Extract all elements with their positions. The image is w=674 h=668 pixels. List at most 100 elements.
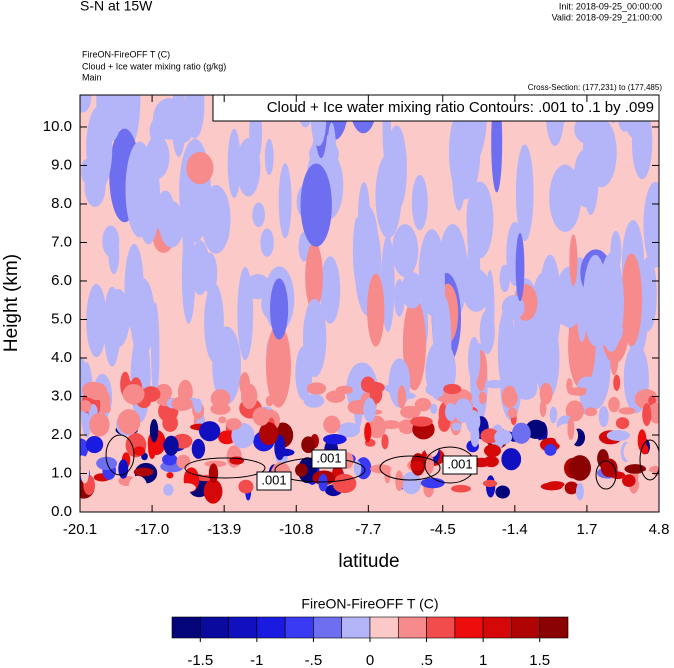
y-tick-label: 7.0 (51, 233, 72, 250)
field-patch (102, 405, 111, 413)
x-tick-label: -7.7 (355, 521, 381, 538)
field-patch (549, 164, 582, 232)
field-patch (579, 482, 596, 491)
field-patch (241, 383, 258, 410)
colorbar-box (171, 616, 201, 639)
field-patch (204, 460, 227, 468)
contour-label-box (256, 471, 292, 491)
y-tick-label: 5.0 (51, 310, 72, 327)
field-patch (618, 407, 636, 415)
field-patch (332, 473, 357, 494)
field-patch (540, 482, 563, 491)
colorbar-label: .5 (420, 652, 433, 668)
field-patch (89, 412, 110, 437)
field-patch (397, 385, 407, 409)
field-patch (544, 444, 557, 456)
field-patch (567, 417, 575, 440)
field-patch (128, 475, 148, 499)
y-tick-label: 4.0 (51, 349, 72, 366)
colorbar-label: -1 (250, 652, 263, 668)
colorbar-box (397, 616, 427, 639)
field-patch (401, 471, 422, 495)
field-patch (337, 422, 361, 438)
field-patch (190, 240, 210, 296)
field-patch (567, 387, 590, 396)
colorbar-box (284, 616, 314, 639)
field-patch (295, 463, 308, 477)
field-patch (394, 279, 405, 317)
x-tick-label: 1.7 (576, 521, 597, 538)
field-patch (584, 407, 598, 417)
field-patch (265, 324, 291, 408)
field-patch (163, 435, 179, 456)
field-patch (527, 328, 538, 378)
field-patch (118, 459, 129, 479)
field-patch (185, 95, 205, 139)
field-patch (85, 435, 104, 454)
field-patch (499, 264, 510, 293)
field-patch (525, 419, 547, 440)
field-patch (585, 387, 594, 403)
cloud-contour (639, 439, 659, 481)
contour-label-box (311, 449, 347, 469)
field-patch (323, 415, 341, 434)
field-patch (564, 481, 579, 495)
y-axis-label: Height (km) (1, 254, 22, 352)
field-patch (212, 326, 242, 405)
field-patch (479, 309, 495, 355)
field-patch (148, 436, 157, 460)
colorbar-box (454, 616, 484, 639)
field-patch (367, 415, 387, 439)
field-patch (554, 423, 579, 448)
field-patch (227, 128, 241, 198)
field-patch (622, 474, 636, 487)
field-patch (323, 434, 347, 445)
field-patch (395, 470, 404, 491)
field-patch (80, 455, 88, 468)
field-patch (155, 190, 175, 237)
field-patch (451, 422, 462, 431)
colorbar-label: 0 (366, 652, 374, 668)
field-patch (149, 418, 159, 443)
field-patch (507, 407, 518, 419)
field-patch (425, 382, 448, 397)
field-patch (410, 416, 433, 427)
contour-label-box (442, 455, 478, 475)
field-patch (535, 316, 560, 400)
field-patch (103, 286, 121, 367)
field-patch (181, 227, 196, 324)
field-patch (386, 125, 407, 212)
field-patch (451, 484, 471, 493)
field-patch (149, 117, 168, 145)
field-patch (238, 479, 254, 494)
field-patch (410, 460, 424, 471)
field-patch (608, 396, 620, 413)
field-patch (176, 454, 191, 469)
colorbar-label: -1.5 (187, 652, 213, 668)
field-patch (483, 444, 501, 458)
field-patch (86, 105, 113, 191)
field-patch (300, 163, 332, 247)
field-line: FireON-FireOFF T (C) (82, 49, 170, 59)
x-tick-label: -10.8 (279, 521, 313, 538)
field-patch (606, 430, 630, 441)
cross-section: Cross-Section: (177,231) to (177,485) (528, 83, 663, 92)
field-patch (448, 104, 481, 200)
field-patch (133, 467, 154, 477)
field-patch (162, 453, 178, 466)
field-patch (598, 252, 624, 352)
field-patch (252, 202, 265, 228)
field-patch (352, 217, 362, 285)
field-patch (320, 256, 341, 324)
field-patch (381, 235, 395, 332)
field-patch (424, 435, 440, 458)
x-tick-label: -17.0 (135, 521, 169, 538)
field-patch (186, 151, 214, 185)
field-patch (171, 396, 193, 411)
field-patch (272, 374, 281, 391)
field-line: Cloud + Ice water mixing ratio (g/kg) (82, 61, 226, 71)
field-patch (362, 381, 385, 394)
field-patch (600, 458, 618, 478)
field-patch (87, 382, 108, 401)
field-patch (501, 385, 518, 408)
